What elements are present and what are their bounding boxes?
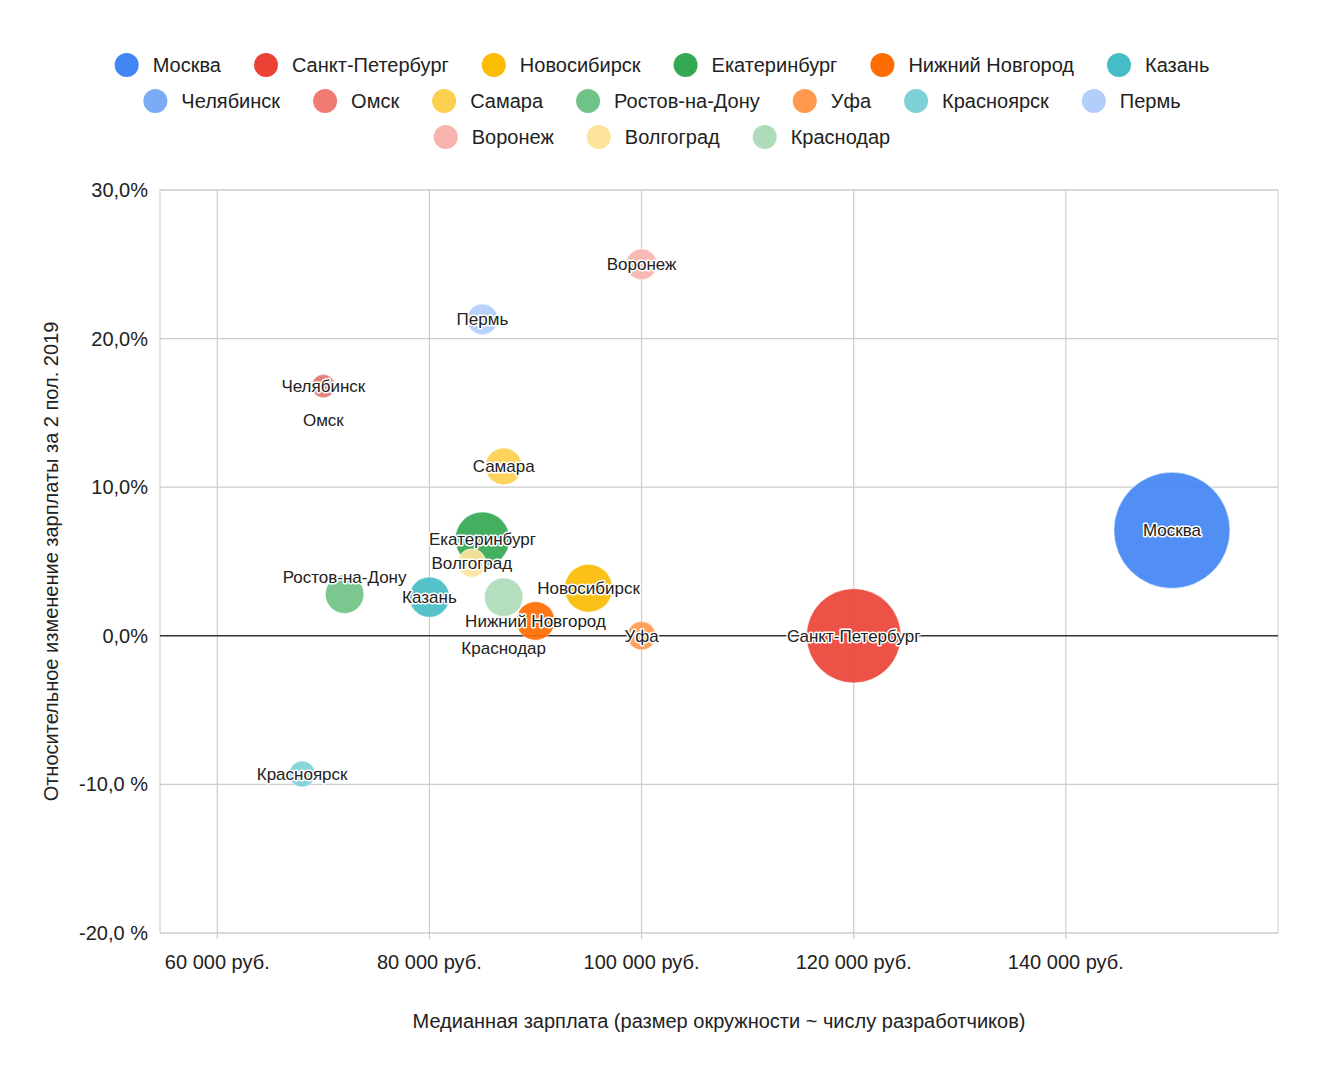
bubble-label: Санкт-Петербург: [787, 627, 920, 646]
legend-label: Нижний Новгород: [908, 54, 1074, 76]
grid-line-x: [1065, 190, 1066, 933]
plot-frame: [160, 190, 1278, 933]
grid-line-y: [160, 932, 1278, 933]
tick-label-y: 30,0%: [91, 179, 148, 201]
grid-line-x: [641, 190, 642, 933]
legend-label: Красноярск: [942, 90, 1049, 112]
bubble-label: Волгоград: [432, 554, 513, 573]
grid-line-x: [853, 190, 854, 933]
legend-swatch: [143, 89, 167, 113]
tick-label-x: 80 000 руб.: [377, 951, 482, 973]
legend-swatch: [1082, 89, 1106, 113]
bubble-label: Уфа: [624, 627, 659, 646]
bubbles: [289, 249, 1230, 787]
legend-swatch: [587, 125, 611, 149]
bubble-label: Челябинск: [281, 377, 365, 396]
legend-swatch: [576, 89, 600, 113]
tick-label-y: 0,0%: [102, 625, 148, 647]
bubble-label: Красноярск: [257, 765, 348, 784]
grid-line-y: [160, 487, 1278, 488]
legend-swatch: [1107, 53, 1131, 77]
tick-label-y: 10,0%: [91, 476, 148, 498]
legend-swatch: [115, 53, 139, 77]
tick-x: [853, 933, 854, 939]
legend-swatch: [870, 53, 894, 77]
legend-label: Воронеж: [472, 126, 555, 148]
legend-label: Екатеринбург: [712, 54, 838, 76]
bubble-label: Краснодар: [461, 639, 546, 658]
chart: 60 000 руб. 80 000 руб. 100 000 руб. 120 00…: [0, 0, 1320, 1086]
background: [0, 0, 1320, 1086]
legend-label: Москва: [153, 54, 222, 76]
legend-label: Челябинск: [181, 90, 280, 112]
bubble-label: Казань: [402, 588, 457, 607]
legend-swatch: [482, 53, 506, 77]
bubble-label: Ростов-на-Дону: [283, 568, 407, 587]
tick-x: [1065, 933, 1066, 939]
tick-label-y: 20,0%: [91, 328, 148, 350]
legend-label: Ростов-на-Дону: [614, 90, 760, 112]
tick-x: [217, 933, 218, 939]
bubble-label: Новосибирск: [537, 579, 640, 598]
legend-label: Уфа: [831, 90, 872, 112]
tick-x: [429, 933, 430, 939]
zero-line: [160, 635, 1278, 637]
legend-swatch: [793, 89, 817, 113]
bubble: [484, 578, 522, 616]
legend-swatch: [313, 89, 337, 113]
x-axis-title: Медианная зарплата (размер окружности ~ …: [413, 1010, 1026, 1032]
legend-label: Пермь: [1120, 90, 1181, 112]
bubble-label: Пермь: [457, 310, 509, 329]
legend-label: Казань: [1145, 54, 1209, 76]
legend-swatch: [904, 89, 928, 113]
tick-x: [641, 933, 642, 939]
bubble-labels: Москва Санкт-Петербург Новосибирск Екатерин…: [257, 255, 1202, 784]
grid: [160, 190, 1278, 939]
legend-swatch: [432, 89, 456, 113]
grid-line-y: [160, 338, 1278, 339]
legend-label: Самара: [470, 90, 544, 112]
legend-label: Санкт-Петербург: [292, 54, 449, 76]
legend-label: Волгоград: [625, 126, 720, 148]
tick-label-x: 100 000 руб.: [584, 951, 700, 973]
bubble-label: Москва: [1143, 521, 1202, 540]
bubble-label: Екатеринбург: [429, 530, 536, 549]
legend: Москва Санкт-Петербург Новосибирск Екатерин…: [115, 53, 1210, 149]
tick-label-y: -10,0 %: [79, 773, 148, 795]
tick-label-x: 120 000 руб.: [796, 951, 912, 973]
y-axis-title: Относительное изменение зарплаты за 2 по…: [40, 322, 62, 802]
legend-label: Омск: [351, 90, 399, 112]
grid-line-y: [160, 189, 1278, 190]
legend-swatch: [434, 125, 458, 149]
legend-label: Краснодар: [791, 126, 891, 148]
bubble: [1114, 472, 1230, 588]
legend-label: Новосибирск: [520, 54, 641, 76]
tick-label-x: 60 000 руб.: [165, 951, 270, 973]
tick-label-x: 140 000 руб.: [1008, 951, 1124, 973]
tick-label-y: -20,0 %: [79, 922, 148, 944]
bubble-label: Воронеж: [607, 255, 677, 274]
bubble-label: Самара: [473, 457, 536, 476]
grid-line-x: [217, 190, 218, 933]
legend-swatch: [753, 125, 777, 149]
bubble-label: Нижний Новгород: [465, 612, 606, 631]
legend-swatch: [254, 53, 278, 77]
bubble-label: Омск: [303, 411, 344, 430]
legend-swatch: [674, 53, 698, 77]
grid-line-x: [429, 190, 430, 933]
